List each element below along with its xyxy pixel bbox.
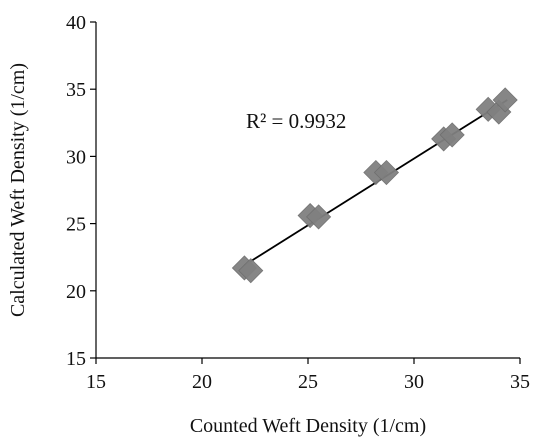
r-squared-annotation: R² = 0.9932 — [246, 109, 346, 133]
x-tick-label: 15 — [86, 371, 106, 393]
y-tick-label: 20 — [66, 281, 86, 303]
y-tick-label: 40 — [66, 12, 86, 34]
x-axis-title: Counted Weft Density (1/cm) — [190, 415, 426, 437]
data-point — [492, 87, 518, 113]
data-point — [373, 159, 400, 186]
y-ticks: 15 20 25 30 35 40 — [66, 12, 96, 370]
data-point — [439, 122, 465, 148]
x-tick-label: 25 — [298, 371, 318, 393]
y-tick-label: 30 — [66, 146, 86, 168]
y-tick-label: 15 — [66, 348, 86, 370]
x-tick-label: 20 — [192, 371, 212, 393]
x-ticks: 15 20 25 30 35 — [86, 358, 530, 393]
y-tick-label: 25 — [66, 214, 86, 236]
data-point — [306, 204, 332, 230]
data-point — [238, 258, 264, 284]
x-tick-label: 30 — [404, 371, 424, 393]
y-tick-label: 35 — [66, 79, 86, 101]
x-tick-label: 35 — [510, 371, 530, 393]
axes — [95, 22, 520, 359]
data-points — [231, 87, 518, 284]
y-axis-title: Calculated Weft Density (1/cm) — [7, 63, 29, 317]
